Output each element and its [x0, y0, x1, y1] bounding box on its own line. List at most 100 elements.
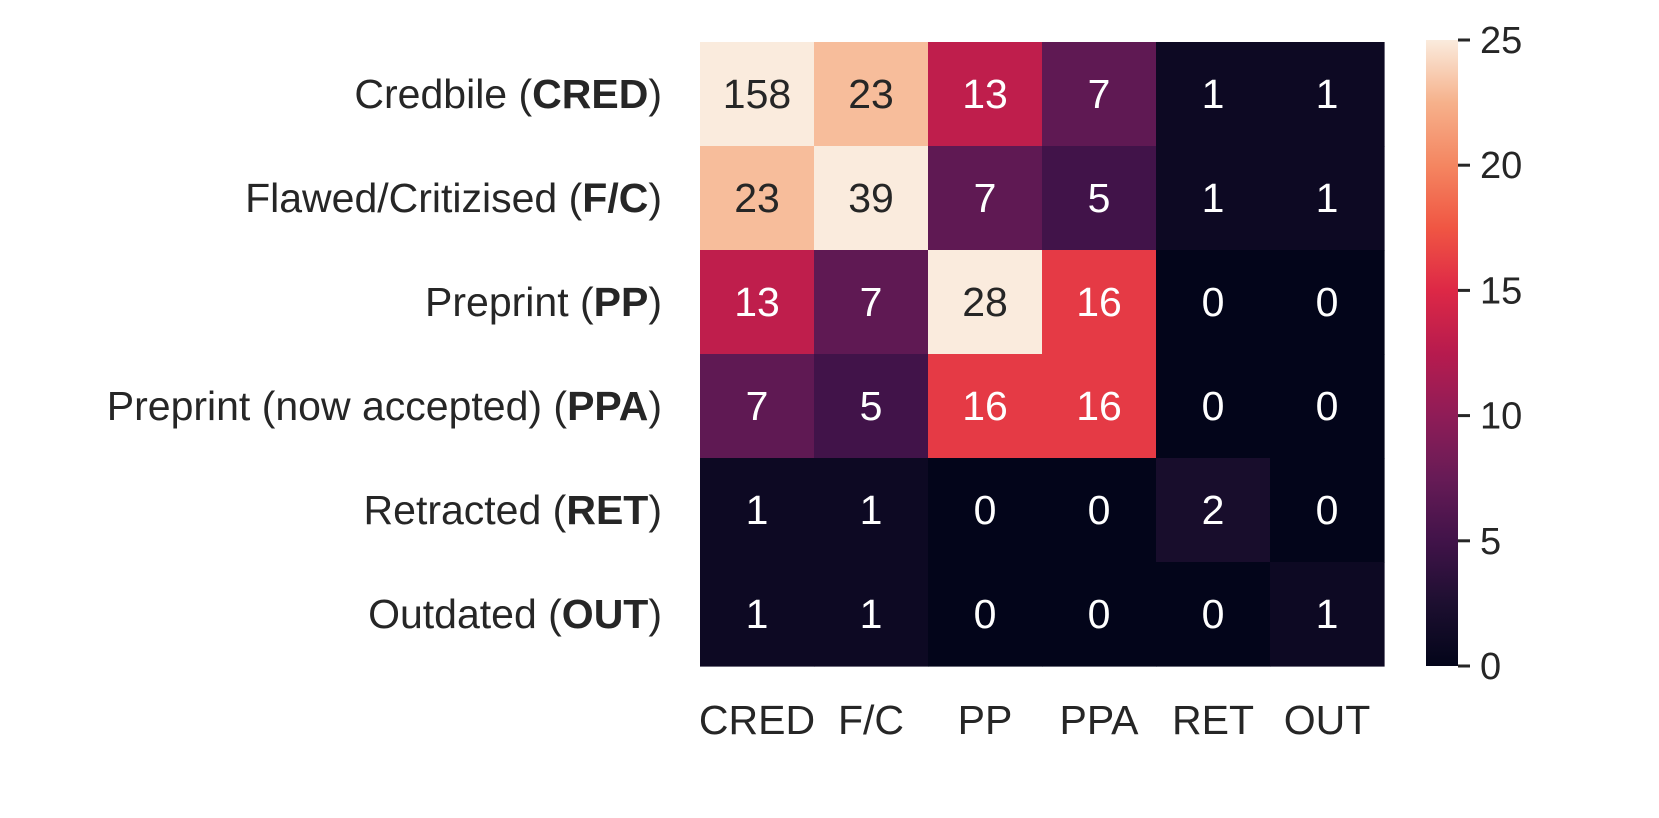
- heatmap-cell: 23: [700, 146, 815, 251]
- heatmap-cell: 158: [700, 42, 815, 147]
- row-label-abbr: CRED: [532, 71, 648, 117]
- cell-rect: [928, 354, 1043, 459]
- row-label: Outdated (OUT): [368, 591, 662, 637]
- row-label-abbr: OUT: [562, 591, 649, 637]
- heatmap-cell: 1: [1270, 42, 1385, 147]
- heatmap-cell: 7: [928, 146, 1043, 251]
- heatmap-cell: 1: [700, 562, 815, 667]
- row-label-name: Flawed/Critizised (: [245, 175, 583, 221]
- heatmap-cell: 2: [1156, 458, 1271, 563]
- heatmap-cell: 13: [928, 42, 1043, 147]
- column-label: PP: [958, 697, 1013, 743]
- heatmap-cell: 0: [928, 562, 1043, 667]
- cell-rect: [700, 458, 815, 563]
- cell-value: 0: [1316, 383, 1339, 429]
- cell-value: 0: [1202, 279, 1225, 325]
- cell-rect: [1270, 42, 1385, 147]
- row-label-abbr: PP: [594, 279, 649, 325]
- heatmap-cell: 0: [1042, 458, 1157, 563]
- cell-rect: [814, 458, 929, 563]
- row-label: Preprint (PP): [425, 279, 662, 325]
- cell-rect: [1156, 146, 1271, 251]
- row-label-close: ): [648, 591, 662, 637]
- row-label-name: Credbile (: [354, 71, 532, 117]
- heatmap-cell: 13: [700, 250, 815, 355]
- cell-value: 1: [1202, 71, 1225, 117]
- colorbar-tick-label: 15: [1480, 270, 1522, 312]
- cell-value: 5: [1088, 175, 1111, 221]
- colorbar-gradient: [1426, 40, 1458, 666]
- row-label-close: ): [648, 71, 662, 117]
- cell-value: 23: [734, 175, 780, 221]
- cell-rect: [928, 146, 1043, 251]
- heatmap-cell: 0: [1042, 562, 1157, 667]
- cell-rect: [1156, 42, 1271, 147]
- colorbar-tick-label: 25: [1480, 20, 1522, 62]
- heatmap-cell: 0: [1156, 250, 1271, 355]
- cell-rect: [1156, 354, 1271, 459]
- colorbar-tick-label: 10: [1480, 396, 1522, 438]
- row-label-name: Preprint (: [425, 279, 594, 325]
- column-label: RET: [1172, 697, 1254, 743]
- cell-value: 1: [746, 591, 769, 637]
- heatmap-cell: 1: [1156, 42, 1271, 147]
- cell-rect: [1042, 250, 1157, 355]
- cell-rect: [814, 354, 929, 459]
- cell-value: 0: [1088, 487, 1111, 533]
- colorbar-tick-label: 20: [1480, 145, 1522, 187]
- heatmap-cell: 0: [1270, 250, 1385, 355]
- row-labels: Credbile (CRED)Flawed/Critizised (F/C)Pr…: [107, 71, 662, 637]
- cell-value: 1: [860, 591, 883, 637]
- column-label: CRED: [699, 697, 815, 743]
- heatmap-cell: 0: [1156, 562, 1271, 667]
- cell-value: 0: [1316, 487, 1339, 533]
- cell-rect: [700, 42, 815, 147]
- colorbar-tick: 5: [1458, 521, 1501, 563]
- heatmap-cell: 0: [1270, 458, 1385, 563]
- column-label: F/C: [838, 697, 904, 743]
- cell-value: 7: [974, 175, 997, 221]
- row-label-close: ): [648, 487, 662, 533]
- heatmap-cell: 1: [1270, 146, 1385, 251]
- cell-rect: [700, 146, 815, 251]
- cell-rect: [700, 562, 815, 667]
- cell-value: 1: [746, 487, 769, 533]
- colorbar: 0 5 10 15 20 25: [1426, 20, 1522, 688]
- cell-value: 0: [974, 487, 997, 533]
- heatmap-cell: 16: [1042, 354, 1157, 459]
- row-label-name: Outdated (: [368, 591, 562, 637]
- cell-value: 5: [860, 383, 883, 429]
- row-label: Preprint (now accepted) (PPA): [107, 383, 662, 429]
- cell-rect: [928, 458, 1043, 563]
- row-label: Credbile (CRED): [354, 71, 662, 117]
- column-labels: CRED F/C PP PPA RET OUT: [699, 697, 1370, 743]
- column-label: OUT: [1284, 697, 1371, 743]
- cell-value: 158: [723, 71, 791, 117]
- cell-value: 0: [1316, 279, 1339, 325]
- row-label-abbr: RET: [566, 487, 648, 533]
- cell-rect: [928, 250, 1043, 355]
- cell-rect: [928, 562, 1043, 667]
- cell-rect: [700, 354, 815, 459]
- cell-value: 28: [962, 279, 1008, 325]
- heatmap-cell: 16: [1042, 250, 1157, 355]
- cell-value: 0: [1202, 383, 1225, 429]
- cell-value: 7: [860, 279, 883, 325]
- heatmap-cell: 16: [928, 354, 1043, 459]
- heatmap-cell: 39: [814, 146, 929, 251]
- row-label-abbr: F/C: [582, 175, 648, 221]
- heatmap-cell: 23: [814, 42, 929, 147]
- heatmap-cells: 158 23 13 7 1 1 23 39 7 5 1 1 13 7 28 16 0 0 7 5 16 16 0 0 1 1 0 0 2…: [700, 42, 1385, 667]
- colorbar-tick: 15: [1458, 270, 1522, 312]
- cell-value: 7: [1088, 71, 1111, 117]
- cell-rect: [1270, 250, 1385, 355]
- cell-value: 39: [848, 175, 894, 221]
- cell-value: 1: [1316, 591, 1339, 637]
- cell-rect: [1042, 354, 1157, 459]
- cell-rect: [814, 42, 929, 147]
- heatmap-cell: 1: [1156, 146, 1271, 251]
- cell-value: 0: [1202, 591, 1225, 637]
- cell-value: 1: [1316, 175, 1339, 221]
- row-label-close: ): [648, 383, 662, 429]
- cell-rect: [1042, 42, 1157, 147]
